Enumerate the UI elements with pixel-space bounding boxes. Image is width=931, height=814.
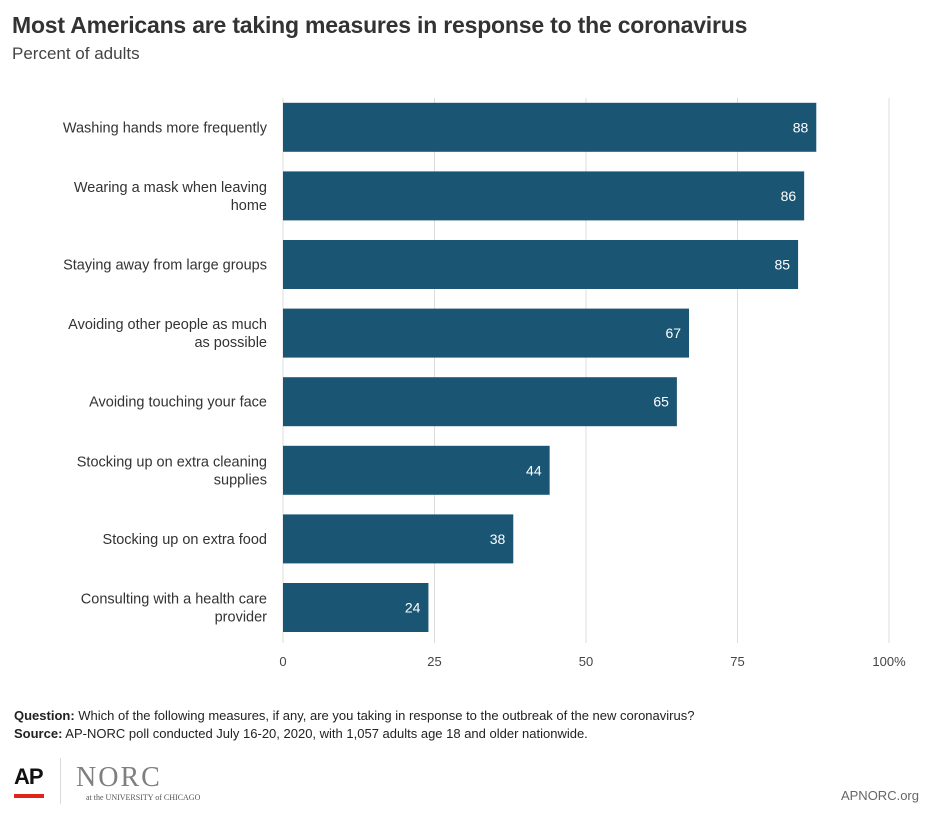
bar-value-label: 24 [405,600,421,616]
question-text: Which of the following measures, if any,… [74,708,695,723]
category-label: Stocking up on extra cleaning supplies [77,454,267,488]
category-label-line: Consulting with a health care [81,592,267,608]
bar [283,308,690,358]
bar-value-label: 38 [490,531,506,547]
bar [283,102,817,152]
category-label: Stocking up on extra food [103,532,267,548]
norc-logo: NORC [76,762,162,793]
chart-title: Most Americans are taking measures in re… [12,12,748,38]
x-tick-label: 75 [730,654,744,669]
logo-divider [60,758,61,804]
source-label: Source: [14,726,63,741]
category-label-line: Staying away from large groups [63,258,267,274]
bar-value-label: 65 [653,394,669,410]
category-label: Avoiding other people as much as possible [68,317,267,351]
category-label-line: Washing hands more frequently [63,120,268,136]
category-label: Wearing a mask when leaving home [74,180,267,214]
bar-value-label: 86 [781,188,797,204]
bar [283,583,429,632]
category-label: Avoiding touching your face [89,395,267,411]
x-tick-label: 25 [427,654,441,669]
bar-value-label: 67 [665,325,681,341]
bar-value-label: 44 [526,462,542,478]
x-tick-label: 0 [279,654,286,669]
bar [283,445,550,495]
x-tick-label: 50 [579,654,593,669]
bar [283,377,677,427]
category-label-line: Wearing a mask when leaving [74,180,267,196]
bar-chart: 0 25 50 75 100% 88 Washing hands more frequent… [63,98,906,669]
category-label-line: provider [215,610,268,626]
source-note: Source: AP-NORC poll conducted July 16-2… [14,726,588,741]
chart-subtitle: Percent of adults [12,44,140,63]
category-label-line: home [231,198,267,214]
category-label-line: Stocking up on extra food [103,532,267,548]
bar [283,514,514,564]
category-label-line: supplies [214,472,267,488]
bar-value-label: 85 [775,257,791,273]
x-tick-label: 100% [872,654,906,669]
category-label-line: as possible [194,335,267,351]
category-label: Consulting with a health care provider [81,592,267,626]
category-label-line: Avoiding other people as much [68,317,267,333]
bar [283,171,805,221]
site-url: APNORC.org [840,788,919,803]
question-label: Question: [14,708,75,723]
bar [283,240,799,289]
bar-value-label: 88 [793,119,809,135]
ap-logo: AP [14,764,44,789]
source-text: AP-NORC poll conducted July 16-20, 2020,… [62,726,588,741]
question-note: Question: Which of the following measure… [14,708,694,723]
category-label-line: Avoiding touching your face [89,395,267,411]
category-label: Staying away from large groups [63,258,267,274]
category-label-line: Stocking up on extra cleaning [77,454,267,470]
ap-logo-bar [14,794,44,798]
norc-logo-subtitle: at the UNIVERSITY of CHICAGO [86,793,201,802]
category-label: Washing hands more frequently [63,120,268,136]
